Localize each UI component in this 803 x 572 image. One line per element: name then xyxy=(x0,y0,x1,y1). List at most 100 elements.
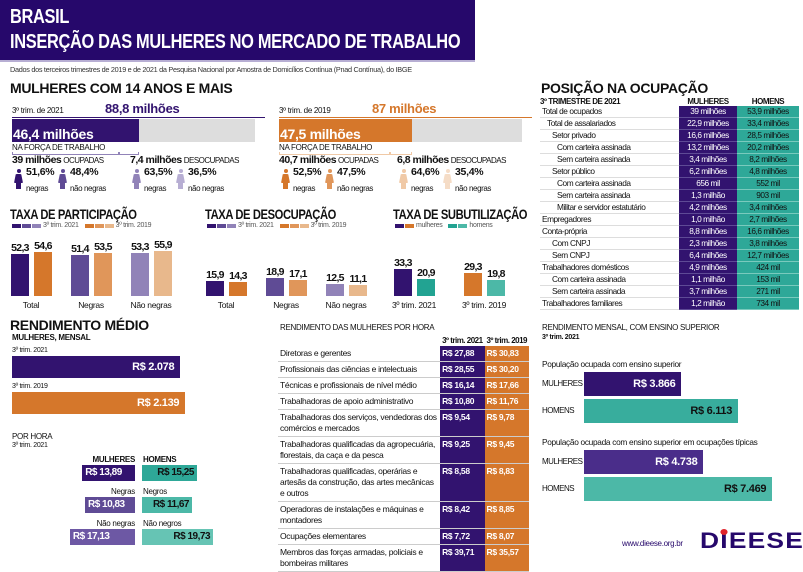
value-2021: R$ 39,71 xyxy=(440,544,485,572)
occupied-negras-pct: 51,6% xyxy=(26,166,55,178)
legend-swatch xyxy=(289,223,299,228)
men-value: 2,7 milhões xyxy=(737,213,799,226)
negras-label: negras xyxy=(144,184,167,193)
occupied-label: OCUPADAS xyxy=(338,156,379,165)
legend-swatch xyxy=(448,223,458,228)
men-value: 33,4 milhões xyxy=(737,117,799,130)
women-value: 1,1 milhão xyxy=(679,273,737,286)
gender-label: HOMENS xyxy=(542,406,575,415)
overview-bar-fill: 46,4 milhões xyxy=(12,119,140,142)
table-row: Trabalhadoras de apoio administrativo R$ … xyxy=(278,393,529,410)
bar-value-label: 19,8 xyxy=(487,268,505,281)
men-hourly-bar: R$ 15,25 xyxy=(142,465,197,481)
labor-force-label: NA FORÇA DE TRABALHO xyxy=(12,143,105,152)
woman-icon xyxy=(443,169,452,189)
hourly-income-table: 3º trim. 2021 3º trim. 2019 Diretoras e … xyxy=(278,335,529,572)
period-label: 3º trim. 2021 xyxy=(12,347,48,354)
unoccupied-nao_negras-pct: 35,4% xyxy=(455,166,484,178)
woman-icon xyxy=(281,169,290,189)
legend-label: 3º trim. 2021 xyxy=(43,222,79,229)
icon-head xyxy=(60,169,65,173)
header-banner: BRASIL INSERÇÃO DAS MULHERES NO MERCADO … xyxy=(0,0,475,62)
bar-value-label: 53,5 xyxy=(94,241,112,254)
men-value: 734 mil xyxy=(737,297,799,310)
table-row: Empregadores 1,0 milhão 2,7 milhões xyxy=(540,213,799,226)
legend-swatch xyxy=(32,223,41,228)
income-bar: R$ 2.078 xyxy=(12,356,181,378)
position-label: Com carteira assinada xyxy=(540,273,679,286)
table-row: Com carteira assinada 656 mil 552 mil xyxy=(540,177,799,190)
legend-swatch xyxy=(84,223,94,228)
income-bar: R$ 3.866 xyxy=(584,372,682,396)
women-value: 22,9 milhões xyxy=(679,117,737,130)
women-value: 4,9 milhões xyxy=(679,261,737,274)
position-label: Sem carteira assinada xyxy=(540,285,679,298)
value-2019: R$ 8,07 xyxy=(484,528,529,545)
position-label: Total de ocupados xyxy=(540,106,679,118)
negras-label: negras xyxy=(411,184,434,193)
position-label: Setor privado xyxy=(540,129,679,142)
bar-3-trim-2021 xyxy=(266,278,284,296)
value-2019: R$ 30,83 xyxy=(484,346,529,362)
table-row: Trabalhadores domésticos 4,9 milhões 424 m… xyxy=(540,261,799,274)
unoccupied-nao_negras-share: 35,4% não negras xyxy=(455,167,491,196)
legend-swatch xyxy=(299,223,309,228)
position-label: Empregadores xyxy=(540,213,679,226)
icon-body xyxy=(399,174,408,183)
table-row: Sem carteira assinada 3,7 milhões 271 mil xyxy=(540,285,799,298)
occupation-label: Operadoras de instalações e máquinas e m… xyxy=(278,501,441,529)
footer-url[interactable]: www.dieese.org.br xyxy=(622,539,683,548)
icon-head xyxy=(327,169,332,173)
stat-occupied: 40,7 milhões OCUPADAS xyxy=(279,154,379,166)
panel-caption: População ocupada com ensino superior em… xyxy=(542,437,758,447)
category-label: Total xyxy=(217,300,235,310)
women-hourly-bar: R$ 17,13 xyxy=(69,529,135,545)
rate-chart-title: TAXA DE SUBUTILIZAÇÃO xyxy=(393,206,528,222)
header-title-line1: BRASIL xyxy=(10,6,70,28)
occupied-bracket xyxy=(12,152,119,155)
bar-value-label: 54,6 xyxy=(34,240,52,253)
occupied-value: 39 milhões xyxy=(12,154,62,166)
icon-legs xyxy=(283,182,288,189)
women-group-label: Negras xyxy=(111,487,135,496)
unoccupied-nao_negras-share: 36,5% não negras xyxy=(188,167,224,196)
table-row: Sem carteira assinada 1,3 milhão 903 mil xyxy=(540,189,799,202)
men-value: 153 mil xyxy=(737,273,799,286)
position-title: POSIÇÃO NA OCUPAÇÃO xyxy=(541,80,708,96)
position-label: Sem carteira assinada xyxy=(540,189,679,202)
higher-ed-title: RENDIMENTO MENSAL, COM ENSINO SUPERIOR xyxy=(542,323,720,332)
income-bar: R$ 7.469 xyxy=(584,477,773,501)
men-value: 424 mil xyxy=(737,261,799,274)
position-label: Militar e servidor estatutário xyxy=(540,201,679,214)
women-group-label: MULHERES xyxy=(92,455,136,464)
position-table: 3º TRIMESTRE DE 2021 MULHERES HOMENS Tot… xyxy=(540,97,799,310)
legend-swatch xyxy=(12,223,21,228)
men-group-label: Não negros xyxy=(143,519,182,528)
rate-chart-title: TAXA DE PARTICIPAÇÃO xyxy=(10,206,137,222)
women-value: 13,2 milhões xyxy=(679,141,737,154)
legend-label: 3º trim. 2019 xyxy=(115,222,152,229)
gender-label: HOMENS xyxy=(542,484,575,493)
value-2021: R$ 8,58 xyxy=(440,463,485,502)
panel-caption: População ocupada com ensino superior xyxy=(542,359,682,369)
income-bar: R$ 6.113 xyxy=(584,399,739,423)
legend-swatch xyxy=(405,223,414,228)
bar-3-trim-2021 xyxy=(11,254,29,296)
value-2019: R$ 8,83 xyxy=(484,463,529,502)
unoccupied-value: 7,4 milhões xyxy=(130,154,182,166)
bar-3-trim-2019 xyxy=(94,253,112,296)
stat-unoccupied: 7,4 milhões DESOCUPADAS xyxy=(130,154,239,166)
rate-chart-plot: 15,9 14,3 Total 18,9 17,1 Negras 12,5 11,1 Não n… xyxy=(205,228,385,310)
position-label: Conta-própria xyxy=(540,225,679,238)
men-value: 12,7 milhões xyxy=(737,249,799,262)
hourly-title: POR HORA xyxy=(12,432,53,441)
men-value: 4,8 milhões xyxy=(737,165,799,178)
position-label: Com CNPJ xyxy=(540,237,679,250)
value-2021: R$ 10,80 xyxy=(440,393,485,410)
occupied-nao_negras-share: 48,4% não negras xyxy=(70,167,106,196)
category-label: 3º trim. 2021 xyxy=(391,300,437,310)
men-value: 552 mil xyxy=(737,177,799,190)
legend-swatch xyxy=(94,223,104,228)
women-value: 1,0 milhão xyxy=(679,213,737,226)
value-2019: R$ 9,45 xyxy=(484,436,529,464)
